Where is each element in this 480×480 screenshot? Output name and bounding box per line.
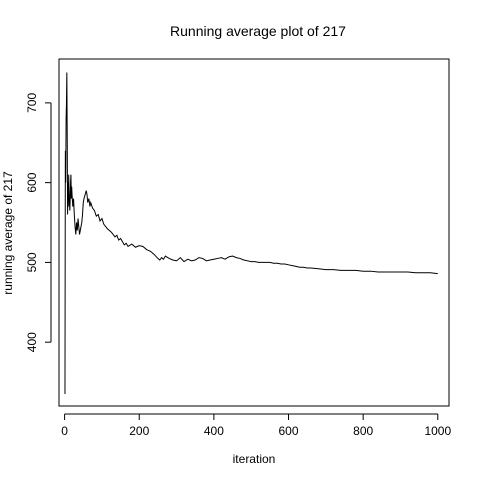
x-axis-label: iteration	[233, 452, 276, 466]
y-tick-label: 700	[25, 93, 39, 113]
plot-frame	[58, 58, 450, 407]
x-tick-label: 800	[353, 424, 373, 438]
x-tick-label: 200	[129, 424, 149, 438]
x-tick-label: 600	[279, 424, 299, 438]
chart-title: Running average plot of 217	[170, 23, 346, 39]
y-tick-label: 500	[25, 252, 39, 272]
running-average-line	[64, 72, 438, 395]
y-axis: 400 500 600 700	[25, 93, 52, 352]
x-tick-label: 400	[204, 424, 224, 438]
x-tick-label: 0	[61, 424, 68, 438]
x-tick-label: 1000	[424, 424, 451, 438]
y-tick-label: 600	[25, 172, 39, 192]
y-tick-label: 400	[25, 332, 39, 352]
y-axis-label: running average of 217	[1, 171, 15, 295]
x-axis: 0 200 400 600 800 1000	[61, 413, 451, 438]
